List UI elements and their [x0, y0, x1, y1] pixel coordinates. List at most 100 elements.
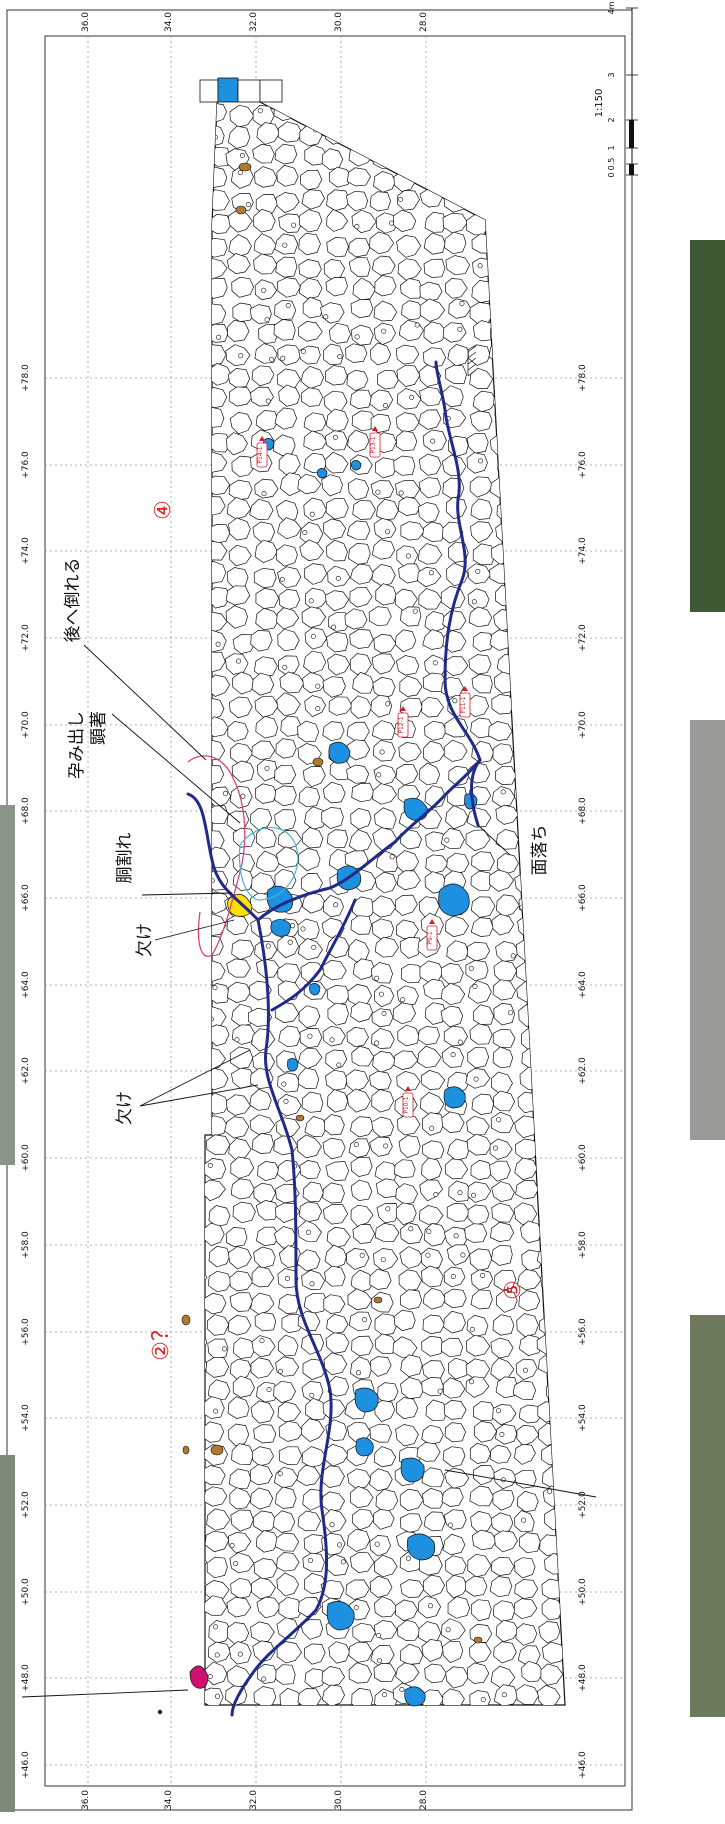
chink-stone — [480, 1273, 486, 1279]
wall-stone — [205, 632, 208, 653]
wall-stone — [425, 831, 448, 852]
wall-stone — [444, 1555, 467, 1576]
wall-stone — [229, 1468, 252, 1489]
wall-stone — [418, 453, 442, 476]
wall-stone — [568, 122, 589, 143]
wall-stone — [278, 589, 301, 611]
wall-stone — [446, 145, 468, 165]
grid-label-side-right: +46.0 — [578, 1751, 588, 1779]
chink-stone — [377, 1658, 383, 1664]
chink-stone — [245, 202, 251, 208]
wall-stone — [349, 1552, 375, 1573]
wall-stone — [178, 1641, 201, 1663]
wall-stone — [442, 1533, 466, 1556]
wall-stone — [323, 1352, 348, 1376]
wall-stone — [369, 191, 391, 212]
wall-stone — [560, 913, 565, 937]
wall-stone — [353, 100, 375, 122]
stone-tag-label: P14-1 — [257, 446, 264, 463]
wall-stone — [255, 958, 280, 978]
wall-stone — [257, 1663, 278, 1684]
wall-stone — [205, 413, 209, 433]
wall-stone — [468, 128, 494, 149]
wall-stone — [400, 829, 422, 850]
wall-stone — [278, 655, 300, 676]
wall-stone — [422, 347, 447, 368]
wall-stone — [469, 1248, 493, 1271]
grid-label-elev-bottom: 32.0 — [249, 1790, 259, 1810]
wall-stone — [471, 851, 495, 871]
wall-stone — [325, 1161, 350, 1181]
wall-stone — [350, 808, 372, 830]
wall-stone — [350, 324, 374, 346]
stone-tag-label: P11-1 — [460, 696, 467, 713]
wall-stone — [322, 676, 346, 698]
wall-stone — [205, 1400, 206, 1423]
chink-stone — [432, 137, 438, 143]
wall-stone — [543, 589, 565, 610]
wall-stone — [569, 1203, 590, 1223]
chink-stone — [332, 434, 338, 440]
chink-stone — [208, 1016, 214, 1022]
wall-stone — [326, 631, 349, 653]
wall-stone — [400, 1579, 425, 1598]
wall-stone — [326, 189, 351, 211]
chink-stone — [305, 1229, 311, 1235]
wall-stone — [297, 1067, 320, 1089]
wall-stone — [400, 1289, 423, 1310]
wall-stone — [250, 1292, 275, 1315]
wall-stone — [206, 1134, 231, 1155]
wall-stone — [255, 850, 281, 873]
wall-stone — [299, 81, 324, 103]
grid-labels: +46.0 +46.0 +48.0 +48.0 +50.0 +50.0 +52.0 +52.0… — [21, 12, 588, 1810]
chink-stone — [475, 568, 481, 574]
wall-stone — [251, 365, 275, 387]
wall-stone — [448, 765, 470, 787]
wall-stone — [465, 829, 491, 852]
chink-stone — [229, 1543, 235, 1549]
wall-stone — [371, 1116, 394, 1138]
wall-stone — [472, 543, 496, 566]
scale-tick-label: 1 — [607, 145, 616, 150]
wall-stone — [205, 1396, 225, 1419]
wall-stone — [256, 1596, 282, 1619]
wall-stone — [470, 1599, 492, 1622]
chink-stone — [315, 683, 321, 689]
chink-stone — [207, 1163, 213, 1169]
wall-stone — [369, 1070, 392, 1090]
chink-stone — [550, 1168, 556, 1174]
wall-stone — [543, 479, 565, 499]
wall-stone — [322, 721, 345, 742]
wall-stone — [228, 544, 252, 567]
wall-stone — [376, 498, 399, 521]
wall-stone — [228, 696, 253, 719]
wall-stone — [257, 1709, 277, 1730]
wall-stone — [469, 410, 493, 432]
wall-stone — [562, 1465, 565, 1487]
wall-stone — [561, 742, 565, 764]
wall-stone — [275, 544, 298, 567]
wall-stone — [348, 237, 371, 258]
wall-stone — [179, 1535, 200, 1555]
wall-stone — [205, 387, 228, 409]
chink-stone — [576, 1384, 580, 1388]
wall-stone — [466, 1710, 489, 1731]
grid-label-side-right: +52.0 — [578, 1491, 588, 1519]
chink-stone — [389, 220, 395, 226]
wall-stone — [374, 871, 397, 894]
wall-stone — [397, 190, 421, 211]
chink-stone — [528, 176, 534, 182]
wall-stone — [371, 895, 397, 918]
chink-stone — [214, 1652, 220, 1658]
wall-stone — [181, 1116, 201, 1136]
wall-stone — [473, 1465, 496, 1486]
wall-stone — [470, 917, 494, 937]
wall-stone — [424, 211, 447, 233]
chink-stone — [247, 1714, 251, 1718]
chink-stone — [308, 598, 314, 604]
wall-stone — [397, 1619, 422, 1641]
chink-stone — [280, 355, 286, 361]
wall-stone — [368, 606, 392, 627]
grid-label-side-right: +68.0 — [578, 797, 588, 825]
